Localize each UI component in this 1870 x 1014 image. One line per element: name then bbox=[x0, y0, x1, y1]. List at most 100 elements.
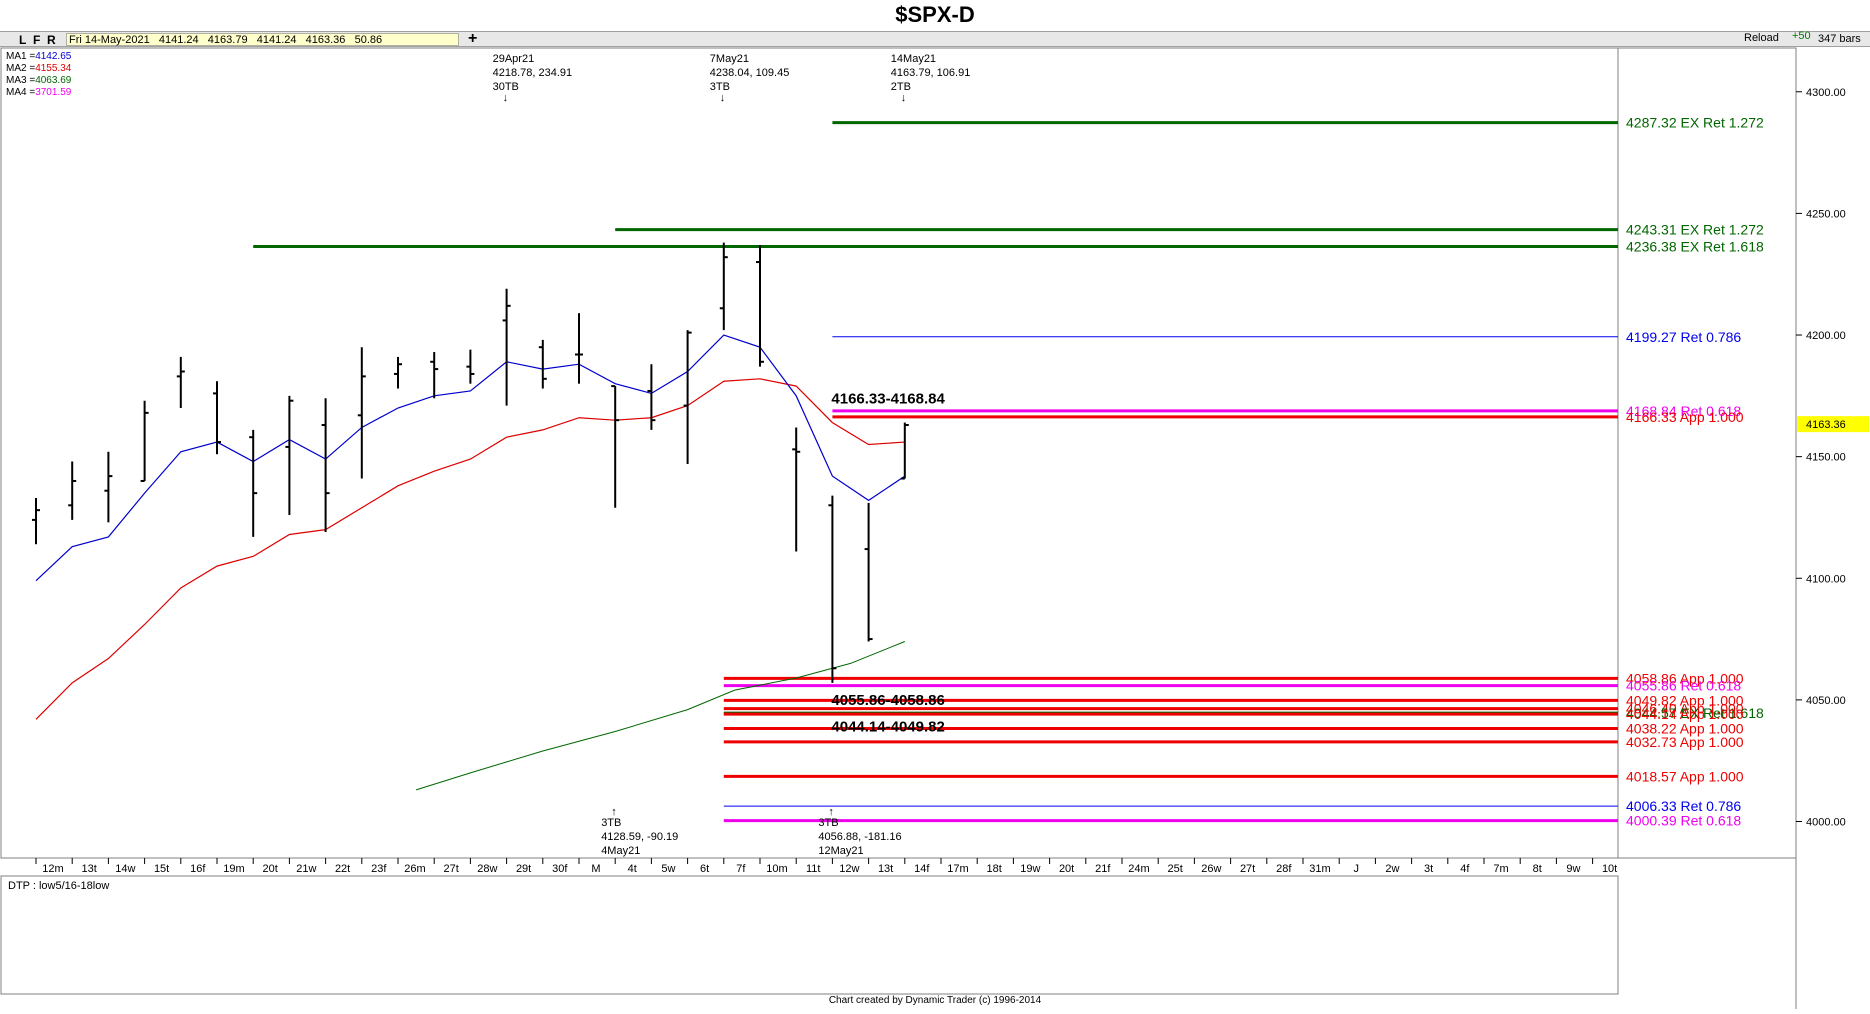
ma-legend-item: MA4 =3701.59 bbox=[6, 87, 72, 98]
l-button[interactable]: L bbox=[19, 33, 27, 47]
ohlc-info-box: Fri 14-May-2021 4141.24 4163.79 4141.24 … bbox=[66, 33, 459, 46]
x-tick-label: 26m bbox=[404, 863, 425, 875]
x-tick-label: 31m bbox=[1309, 863, 1330, 875]
x-tick-label: 24m bbox=[1128, 863, 1149, 875]
pivot-date: 12May21 bbox=[818, 845, 863, 857]
zone-label: 4044.14-4049.82 bbox=[831, 719, 944, 736]
pivot-bars: 3TB bbox=[818, 817, 838, 829]
level-label: 4055.86 Ret 0.618 bbox=[1626, 678, 1741, 694]
level-label: 4044.57 EX Ret 1.618 bbox=[1626, 705, 1764, 721]
x-tick-label: 26w bbox=[1201, 863, 1221, 875]
level-label: 4032.73 App 1.000 bbox=[1626, 734, 1744, 750]
price-bar bbox=[792, 427, 801, 552]
toolbar: L F R bbox=[0, 31, 1870, 47]
level-label: 4058.86 App 1.000 bbox=[1626, 670, 1744, 686]
x-tick-label: 27t bbox=[444, 863, 459, 875]
price-bar bbox=[249, 429, 258, 537]
chart-title: $SPX-D bbox=[895, 2, 975, 27]
x-tick-label: 30f bbox=[552, 863, 568, 875]
x-tick-label: 25t bbox=[1168, 863, 1183, 875]
x-tick-label: 7f bbox=[736, 863, 746, 875]
bars-count: 347 bars bbox=[1818, 33, 1861, 45]
pivot-price: 4163.79, 106.91 bbox=[891, 67, 971, 79]
x-tick-label: 10t bbox=[1602, 863, 1617, 875]
x-tick-label: 13t bbox=[878, 863, 893, 875]
price-bar bbox=[756, 245, 764, 367]
level-label: 4236.38 EX Ret 1.618 bbox=[1626, 239, 1764, 255]
y-tick-label: 4150.00 bbox=[1806, 452, 1846, 464]
pivot-bars: 2TB bbox=[891, 81, 911, 93]
level-label: 4044.14 App 1.000 bbox=[1626, 706, 1744, 722]
price-bar bbox=[864, 502, 873, 642]
price-bar bbox=[68, 461, 77, 520]
pivot-bars: 3TB bbox=[710, 81, 730, 93]
pivot-arrow-down-icon: ↓ bbox=[720, 92, 726, 104]
x-tick-label: 4f bbox=[1460, 863, 1470, 875]
x-tick-label: 13t bbox=[82, 863, 97, 875]
y-tick-label: 4000.00 bbox=[1806, 817, 1846, 829]
pivot-date: 4May21 bbox=[601, 845, 640, 857]
price-bar bbox=[357, 347, 366, 479]
pivot-price: 4238.04, 109.45 bbox=[710, 67, 790, 79]
price-bar bbox=[538, 339, 547, 389]
x-tick-label: 28w bbox=[477, 863, 497, 875]
r-button[interactable]: R bbox=[47, 33, 56, 47]
x-tick-label: J bbox=[1353, 863, 1359, 875]
current-price-label: 4163.36 bbox=[1806, 419, 1846, 431]
pivot-date: 29Apr21 bbox=[493, 53, 535, 65]
credit-text: Chart created by Dynamic Trader (c) 1996… bbox=[828, 995, 1042, 1006]
price-bar bbox=[285, 395, 294, 516]
x-tick-label: 2w bbox=[1385, 863, 1399, 875]
price-bar bbox=[430, 352, 439, 399]
price-chart: 4287.32 EX Ret 1.272 4243.31 EX Ret 1.272… bbox=[0, 47, 1869, 1009]
price-bar bbox=[213, 381, 221, 455]
pivot-arrow-up-icon: ↑ bbox=[611, 806, 617, 818]
level-label: 4168.84 Ret 0.618 bbox=[1626, 403, 1741, 419]
x-tick-label: 8t bbox=[1533, 863, 1542, 875]
x-tick-label: 14f bbox=[914, 863, 930, 875]
price-bar bbox=[466, 349, 475, 384]
x-tick-label: 19w bbox=[1020, 863, 1040, 875]
level-label: 4049.82 App 1.000 bbox=[1626, 692, 1744, 708]
level-label: 4243.31 EX Ret 1.272 bbox=[1626, 222, 1764, 238]
x-tick-label: 6t bbox=[700, 863, 709, 875]
pivot-date: 7May21 bbox=[710, 53, 749, 65]
add-button[interactable]: + bbox=[468, 30, 478, 47]
current-price-badge bbox=[1797, 416, 1869, 433]
ma-legend-item: MA1 =4142.65 bbox=[6, 51, 72, 62]
pivot-price: 4056.88, -181.16 bbox=[818, 831, 901, 843]
reload-button[interactable]: Reload bbox=[1744, 32, 1779, 44]
subpanel-label: DTP : low5/16-18low bbox=[8, 880, 110, 892]
x-tick-label: 27t bbox=[1240, 863, 1255, 875]
pivot-price: 4218.78, 234.91 bbox=[493, 67, 573, 79]
level-label: 4199.27 Ret 0.786 bbox=[1626, 329, 1741, 345]
y-tick-label: 4100.00 bbox=[1806, 573, 1846, 585]
x-tick-label: 4t bbox=[628, 863, 637, 875]
y-tick-label: 4200.00 bbox=[1806, 330, 1846, 342]
x-tick-label: 28f bbox=[1276, 863, 1292, 875]
price-bar bbox=[611, 385, 620, 508]
pivot-bars: 30TB bbox=[493, 81, 519, 93]
level-label: 4000.39 Ret 0.618 bbox=[1626, 813, 1741, 829]
pivot-arrow-up-icon: ↑ bbox=[828, 806, 834, 818]
price-bar bbox=[394, 356, 402, 389]
y-tick-label: 4250.00 bbox=[1806, 208, 1846, 220]
f-button[interactable]: F bbox=[33, 33, 41, 47]
x-tick-label: 16f bbox=[190, 863, 206, 875]
pivot-price: 4128.59, -90.19 bbox=[601, 831, 678, 843]
price-bar bbox=[900, 422, 909, 480]
level-label: 4018.57 App 1.000 bbox=[1626, 768, 1744, 784]
price-bar bbox=[321, 398, 330, 533]
price-bar bbox=[647, 364, 656, 430]
bars-step-button[interactable]: +50 bbox=[1792, 30, 1811, 42]
x-tick-label: 3t bbox=[1424, 863, 1433, 875]
price-bar bbox=[575, 313, 583, 384]
x-tick-label: 15t bbox=[154, 863, 169, 875]
zone-label: 4055.86-4058.86 bbox=[831, 692, 944, 709]
level-label: 4166.33 App 1.000 bbox=[1626, 409, 1744, 425]
y-tick-label: 4050.00 bbox=[1806, 695, 1846, 707]
x-tick-label: 29t bbox=[516, 863, 531, 875]
x-tick-label: 22t bbox=[335, 863, 350, 875]
ma-legend-item: MA3 =4063.69 bbox=[6, 75, 72, 86]
price-bar bbox=[683, 330, 692, 464]
